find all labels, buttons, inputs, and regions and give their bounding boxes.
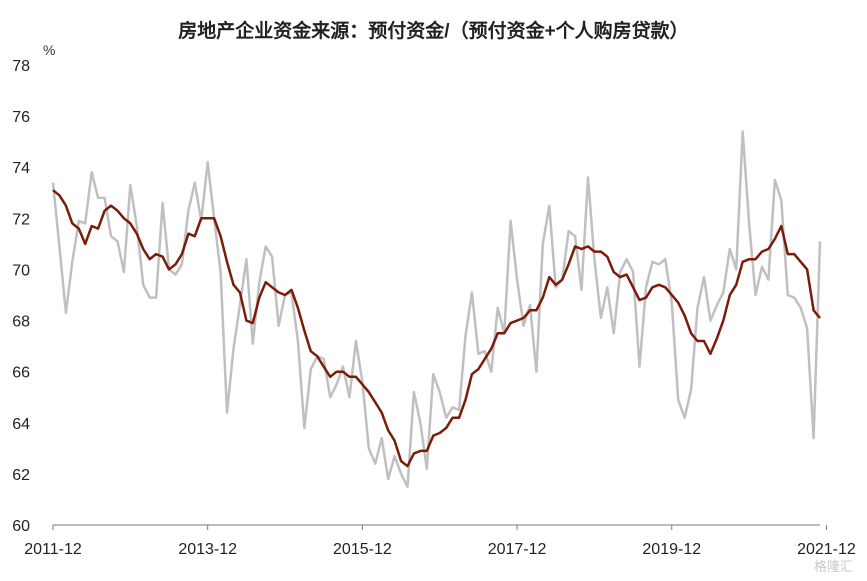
y-tick-label: 74 [12,160,30,177]
y-axis-labels: 60 62 64 66 68 70 72 74 76 78 [12,58,30,535]
y-tick-label: 64 [12,416,30,433]
x-tick-label: 2019-12 [642,541,701,558]
y-tick-label: 68 [12,314,30,331]
y-tick-label: 76 [12,109,30,126]
x-axis-labels: 2011-12 2013-12 2015-12 2017-12 2019-12 2021-… [24,541,856,558]
y-tick-label: 72 [12,211,30,228]
series-lines [51,130,822,488]
y-tick-label: 70 [12,262,30,279]
x-tick-label: 2017-12 [488,541,547,558]
series-line-brown [52,189,821,468]
series-line-grey [51,130,822,488]
watermark-logo: 格隆汇 [813,559,853,574]
y-tick-label: 62 [12,467,30,484]
x-tick-label: 2021-12 [797,541,856,558]
x-tick-marks [52,525,827,530]
chart-title: 房地产企业资金来源：预付资金/（预付资金+个人购房贷款） [178,21,689,42]
unit-label: % [43,42,56,58]
x-tick-label: 2015-12 [333,541,392,558]
y-tick-label: 66 [12,365,30,382]
x-tick-label: 2011-12 [24,541,82,558]
y-tick-label: 78 [12,58,30,75]
y-tick-label: 60 [12,518,30,535]
x-tick-label: 2013-12 [178,541,237,558]
